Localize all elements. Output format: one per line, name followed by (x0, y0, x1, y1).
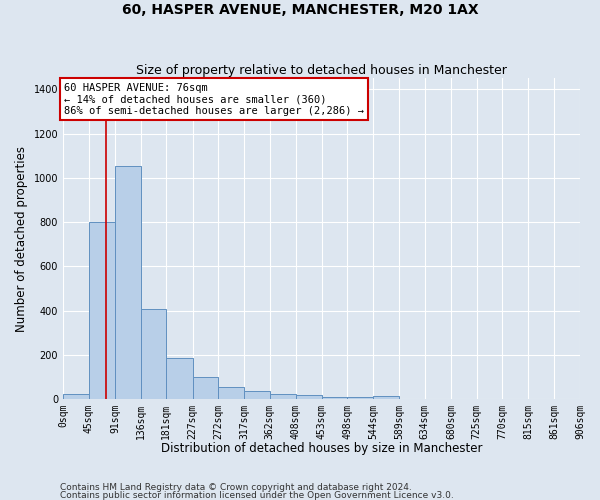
Bar (63, 394, 89, 399)
Text: Contains HM Land Registry data © Crown copyright and database right 2024.: Contains HM Land Registry data © Crown c… (60, 483, 412, 492)
X-axis label: Distribution of detached houses by size in Manchester: Distribution of detached houses by size … (161, 442, 482, 455)
Bar (115, 166, 140, 399)
Y-axis label: Number of detached properties: Number of detached properties (15, 146, 28, 332)
Bar (269, 394, 296, 399)
Bar (296, 394, 322, 399)
Bar (373, 396, 399, 399)
Bar (347, 397, 373, 399)
Bar (193, 377, 218, 399)
Text: 60, HASPER AVENUE, MANCHESTER, M20 1AX: 60, HASPER AVENUE, MANCHESTER, M20 1AX (122, 2, 478, 16)
Bar (140, 310, 166, 399)
Bar (244, 392, 269, 399)
Text: 60 HASPER AVENUE: 76sqm
← 14% of detached houses are smaller (360)
86% of semi-d: 60 HASPER AVENUE: 76sqm ← 14% of detache… (64, 82, 364, 116)
Bar (322, 397, 347, 399)
Title: Size of property relative to detached houses in Manchester: Size of property relative to detached ho… (136, 64, 507, 77)
Bar (218, 387, 244, 399)
Text: Contains public sector information licensed under the Open Government Licence v3: Contains public sector information licen… (60, 490, 454, 500)
Bar (166, 358, 193, 399)
Bar (89, 222, 115, 399)
